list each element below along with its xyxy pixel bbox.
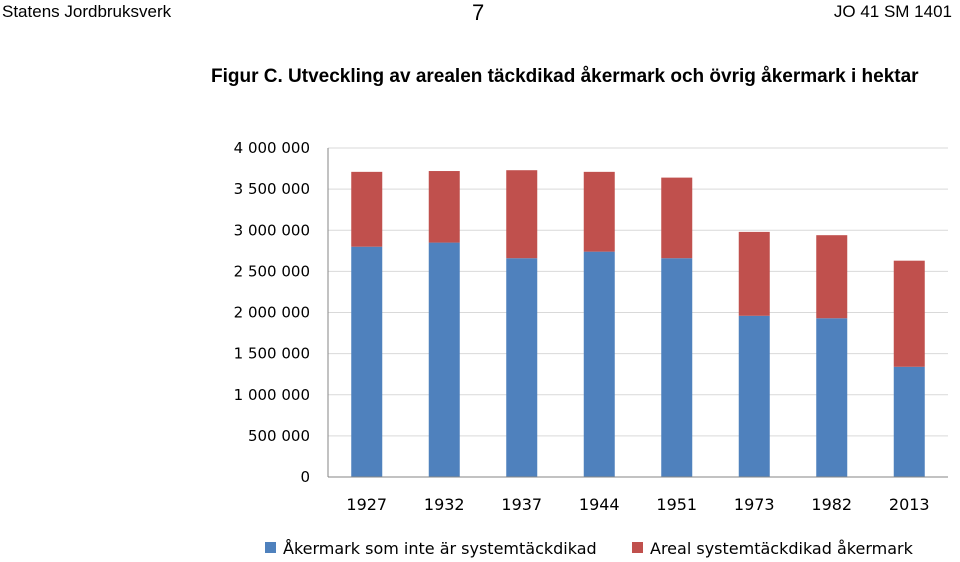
gridlines	[328, 147, 948, 437]
bar-drained-1944	[583, 171, 615, 252]
bar-non-drained-1937	[506, 258, 538, 477]
bars	[351, 170, 925, 477]
x-tick-label: 2013	[889, 495, 930, 514]
header-org-name: Statens Jordbruksverk	[2, 2, 172, 21]
y-tick-label: 1 500 000	[234, 345, 310, 363]
bar-non-drained-1982	[816, 318, 848, 477]
bar-drained-1932	[428, 171, 460, 243]
x-tick-label: 1982	[811, 495, 852, 514]
legend-label: Åkermark som inte är systemtäckdikad	[283, 539, 597, 558]
y-tick-label: 1 000 000	[234, 386, 310, 404]
x-tick-label: 1937	[501, 495, 542, 514]
bar-non-drained-1927	[351, 246, 383, 477]
bar-non-drained-1973	[738, 315, 770, 477]
bar-non-drained-1932	[428, 242, 460, 477]
x-tick-label: 1927	[346, 495, 387, 514]
y-tick-label: 500 000	[248, 427, 310, 445]
x-tick-label: 1944	[579, 495, 620, 514]
x-tick-label: 1973	[734, 495, 775, 514]
y-axis-ticks: 0 500 000 1 000 000 1 500 000 2 000 000 2 500…	[234, 139, 310, 486]
report-id: JO 41 SM 1401	[833, 2, 952, 21]
bar-drained-1937	[506, 170, 538, 259]
y-tick-label: 2 500 000	[234, 262, 310, 280]
bar-drained-1927	[351, 171, 383, 247]
legend: Åkermark som inte är systemtäckdikad Area…	[265, 539, 914, 558]
bar-non-drained-1944	[583, 251, 615, 477]
bar-non-drained-2013	[893, 366, 925, 477]
legend-swatch	[265, 542, 276, 553]
x-axis: 1927 1932 1937 1944 1951 1973 1982 2013	[327, 148, 948, 514]
y-tick-label: 4 000 000	[234, 139, 310, 157]
x-tick-label: 1951	[656, 495, 697, 514]
y-tick-label: 3 000 000	[234, 221, 310, 239]
chart-title: Figur C. Utveckling av arealen täckdikad…	[211, 66, 919, 87]
page-number: 7	[472, 0, 485, 25]
y-tick-label: 2 000 000	[234, 304, 310, 322]
bar-drained-2013	[893, 260, 925, 367]
bar-drained-1973	[738, 231, 770, 316]
bar-drained-1982	[816, 235, 848, 319]
bar-non-drained-1951	[661, 258, 693, 477]
legend-swatch	[632, 542, 643, 553]
bar-drained-1951	[661, 177, 693, 259]
x-tick-label: 1932	[424, 495, 465, 514]
y-tick-label: 0	[300, 468, 310, 486]
legend-label: Areal systemtäckdikad åkermark	[650, 539, 914, 558]
y-tick-label: 3 500 000	[234, 180, 310, 198]
